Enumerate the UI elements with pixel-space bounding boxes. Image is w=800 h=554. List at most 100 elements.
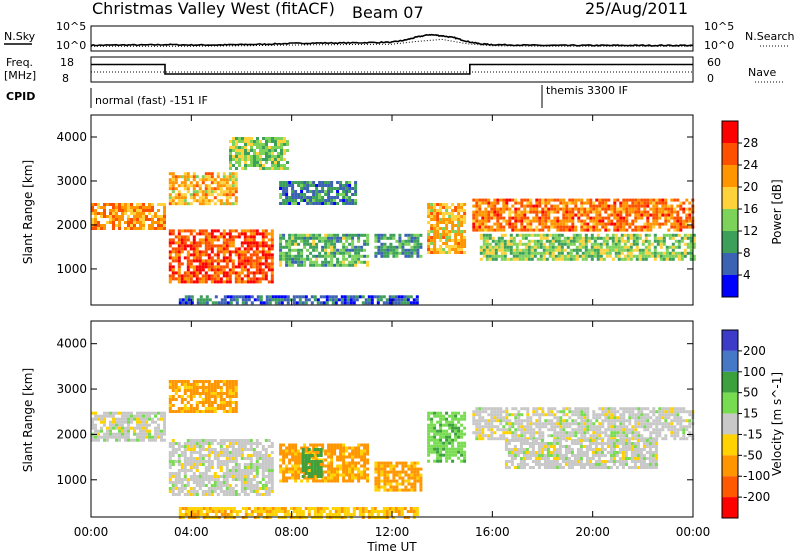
heatmap-cell-3 xyxy=(244,164,247,167)
heatmap-cell-8 xyxy=(559,222,563,226)
heatmap-cell-4 xyxy=(357,260,361,264)
heatmap-cell-1 xyxy=(243,256,247,260)
heatmap-cell-7 xyxy=(427,245,431,248)
heatmap-cell-8 xyxy=(622,216,626,220)
heatmap-cell-8 xyxy=(664,219,668,223)
heatmap-cell-6 xyxy=(442,432,446,436)
heatmap-cell-1 xyxy=(234,229,238,233)
heatmap-cell-4 xyxy=(324,251,328,255)
heatmap-cell-2 xyxy=(210,199,214,203)
heatmap-cell-4 xyxy=(294,233,298,237)
heatmap-cell-5 xyxy=(401,479,405,483)
heatmap-cell-8 xyxy=(487,219,491,223)
heatmap-cell-5 xyxy=(389,485,393,489)
heatmap-cell-3 xyxy=(238,146,241,149)
heatmap-cell-6 xyxy=(451,411,455,415)
heatmap-cell-6 xyxy=(433,423,437,427)
heatmap-cell-9 xyxy=(518,254,522,258)
heatmap-cell-7 xyxy=(553,416,557,420)
heatmap-cell-3 xyxy=(336,455,340,459)
heatmap-cell-9 xyxy=(530,248,534,252)
heatmap-cell-8 xyxy=(589,216,593,220)
heatmap-cell-5 xyxy=(306,181,310,184)
heatmap-cell-2 xyxy=(228,178,232,182)
heatmap-cell-8 xyxy=(475,198,479,202)
heatmap-cell-5 xyxy=(330,202,334,205)
heatmap-cell-5 xyxy=(324,184,328,187)
heatmap-cell-1 xyxy=(222,253,226,257)
heatmap-cell-3 xyxy=(297,452,301,456)
heatmap-cell-4 xyxy=(354,251,358,255)
heatmap-cell-3 xyxy=(291,455,295,459)
heatmap-cell-3 xyxy=(262,167,265,170)
heatmap-cell-0 xyxy=(112,227,115,230)
heatmap-cell-1 xyxy=(231,469,235,472)
heatmap-cell-1 xyxy=(249,256,253,260)
heatmap-cell-2 xyxy=(225,196,229,200)
heatmap-cell-0 xyxy=(151,435,154,439)
heatmap-cell-0 xyxy=(157,423,160,427)
heatmap-cell-8 xyxy=(682,201,686,205)
heatmap-cell-7 xyxy=(562,431,566,435)
heatmap-cell-7 xyxy=(451,221,455,224)
heatmap-cell-4 xyxy=(336,239,340,243)
heatmap-cell-6 xyxy=(427,414,431,418)
heatmap-cell-6 xyxy=(410,236,414,240)
heatmap-cell-3 xyxy=(291,443,295,447)
heatmap-cell-1 xyxy=(240,265,244,269)
heatmap-cell-9 xyxy=(596,257,600,261)
heatmap-cell-9 xyxy=(620,257,624,261)
heatmap-cell-5 xyxy=(348,187,352,190)
heatmap-cell-1 xyxy=(201,277,205,281)
heatmap-cell-3 xyxy=(294,467,298,471)
heatmap-cell-1 xyxy=(174,487,178,490)
heatmap-cell-8 xyxy=(649,228,653,232)
heatmap-cell-8 xyxy=(670,210,674,214)
heatmap-cell-5 xyxy=(339,193,343,196)
heatmap-cell-1 xyxy=(207,445,211,448)
heatmap-cell-8 xyxy=(484,225,488,229)
heatmap-cell-3 xyxy=(286,143,289,146)
heatmap-cell-0 xyxy=(163,221,166,224)
heatmap-cell-0 xyxy=(151,215,154,218)
heatmap-cell-8 xyxy=(652,222,656,226)
heatmap-cell-0 xyxy=(130,221,133,224)
heatmap-cell-3 xyxy=(262,149,265,152)
heatmap-cell-6 xyxy=(398,245,402,249)
heatmap-cell-7 xyxy=(460,221,464,224)
heatmap-cell-8 xyxy=(640,216,644,220)
heatmap-cell-10 xyxy=(295,301,299,305)
heatmap-cell-8 xyxy=(523,228,527,232)
heatmap-cell-1 xyxy=(168,478,172,481)
heatmap-cell-9 xyxy=(647,248,651,252)
heatmap-cell-10 xyxy=(400,298,404,302)
heatmap-cell-8 xyxy=(676,222,680,226)
heatmap-cell-3 xyxy=(348,467,352,471)
heatmap-cell-1 xyxy=(237,448,241,451)
heatmap-cell-9 xyxy=(524,257,528,261)
heatmap-cell-9 xyxy=(683,248,687,252)
heatmap-cell-1 xyxy=(246,229,250,233)
heatmap-cell-8 xyxy=(574,207,578,211)
heatmap-cell-1 xyxy=(186,250,190,254)
heatmap-cell-7 xyxy=(586,416,590,420)
heatmap-cell-0 xyxy=(115,417,118,421)
heatmap-cell-3 xyxy=(363,473,367,477)
heatmap-cell-10 xyxy=(349,295,353,299)
heatmap-cell-8 xyxy=(655,198,659,202)
heatmap-cell-7 xyxy=(523,431,527,435)
heatmap-cell-7 xyxy=(511,422,515,426)
heatmap-cell-8 xyxy=(625,219,629,223)
heatmap-cell-5 xyxy=(288,181,292,184)
heatmap-cell-9 xyxy=(497,242,501,246)
heatmap-cell-3 xyxy=(339,467,343,471)
heatmap-cell-8 xyxy=(580,201,584,205)
heatmap-cell-3 xyxy=(354,467,358,471)
heatmap-cell-3 xyxy=(282,455,286,459)
heatmap-cell-1 xyxy=(219,445,223,448)
heatmap-cell-7 xyxy=(451,209,455,212)
heatmap-cell-1 xyxy=(210,490,214,493)
heatmap-cell-1 xyxy=(228,493,232,496)
heatmap-cell-7 xyxy=(538,425,542,429)
heatmap-cell-6 xyxy=(389,236,393,240)
